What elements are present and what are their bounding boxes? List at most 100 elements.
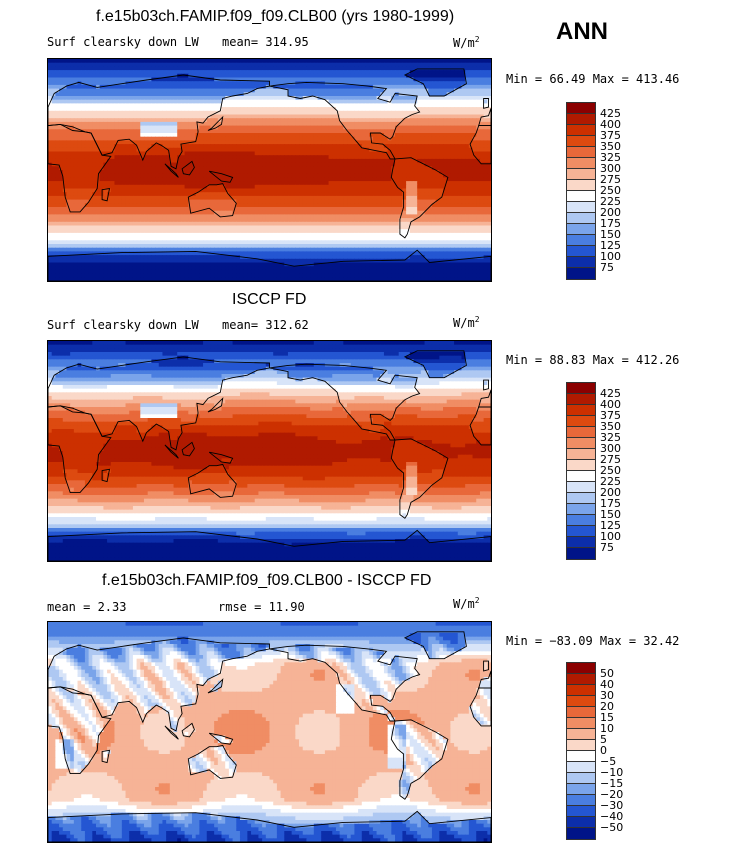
coastline-path: [390, 438, 449, 519]
coastline-path: [469, 687, 491, 727]
colorbar-swatch: [567, 114, 595, 125]
colorbar-swatch: [567, 257, 595, 268]
coastline-path: [483, 98, 489, 109]
colorbar-tick-label: −20: [600, 789, 623, 800]
panel3-map: [47, 621, 492, 843]
colorbar-swatch: [567, 482, 595, 493]
colorbar-tick-label: 20: [600, 701, 614, 712]
colorbar-swatch: [567, 416, 595, 427]
colorbar-swatch: [567, 548, 595, 559]
colorbar-swatch: [567, 147, 595, 158]
coastline-path: [390, 719, 449, 800]
coastline: [48, 350, 491, 561]
colorbar-tick-label: 300: [600, 163, 621, 174]
colorbar-tick-label: 350: [600, 421, 621, 432]
colorbar-swatch: [567, 213, 595, 224]
coastline-path: [207, 397, 224, 413]
colorbar-tick-label: 125: [600, 240, 621, 251]
coastline-path: [208, 732, 234, 745]
panel2-field: [48, 341, 491, 561]
colorbar-tick-label: 425: [600, 388, 621, 399]
panel3-colorbar: [566, 662, 596, 840]
colorbar-swatch: [567, 493, 595, 504]
panel2-title: ISCCP FD: [232, 291, 306, 309]
panel3-minmax: Min = −83.09 Max = 32.42: [506, 634, 679, 648]
colorbar-swatch: [567, 224, 595, 235]
colorbar-swatch: [567, 427, 595, 438]
colorbar-tick-label: 250: [600, 465, 621, 476]
colorbar-tick-label: 250: [600, 185, 621, 196]
coastline-path: [181, 441, 195, 457]
colorbar-swatch: [567, 383, 595, 394]
colorbar-swatch: [567, 707, 595, 718]
coastline-path: [48, 74, 270, 170]
colorbar-swatch: [567, 696, 595, 707]
panel1-minmax: Min = 66.49 Max = 413.46: [506, 72, 679, 86]
coastline-path: [469, 406, 491, 446]
colorbar-swatch: [567, 762, 595, 773]
colorbar-tick-label: 50: [600, 668, 614, 679]
coastline-path: [403, 350, 467, 379]
coastline-path: [187, 463, 237, 498]
colorbar-swatch: [567, 246, 595, 257]
colorbar-tick-label: −40: [600, 811, 623, 822]
panel1-title: f.e15b03ch.FAMIP.f09_f09.CLB00 (yrs 1980…: [96, 8, 454, 26]
colorbar-swatch: [567, 158, 595, 169]
panel2-colorbar: [566, 382, 596, 560]
panel2-minmax: Min = 88.83 Max = 412.26: [506, 353, 679, 367]
panel3-units: W/m2: [453, 596, 480, 611]
colorbar-tick-label: −50: [600, 822, 623, 833]
colorbar-tick-label: 5: [600, 734, 607, 745]
panel1-units: W/m2: [453, 35, 480, 50]
season-label: ANN: [556, 18, 608, 46]
colorbar-swatch: [567, 394, 595, 405]
coastline-path: [403, 631, 467, 660]
coastline-path: [48, 356, 270, 451]
colorbar-swatch: [567, 773, 595, 784]
colorbar-swatch: [567, 449, 595, 460]
colorbar-swatch: [567, 202, 595, 213]
colorbar-tick-label: −30: [600, 800, 623, 811]
colorbar-tick-label: 325: [600, 152, 621, 163]
colorbar-swatch: [567, 504, 595, 515]
colorbar-swatch: [567, 125, 595, 136]
coastline: [48, 68, 491, 281]
colorbar-swatch: [567, 537, 595, 548]
panel1-field: [48, 59, 491, 281]
colorbar-tick-label: 225: [600, 196, 621, 207]
coastline-path: [187, 744, 237, 779]
panel1-map: [47, 58, 492, 282]
colorbar-tick-label: 200: [600, 207, 621, 218]
coastline-path: [48, 686, 112, 775]
panel3-field: [48, 622, 491, 842]
colorbar-tick-label: 125: [600, 520, 621, 531]
coastline-path: [48, 405, 112, 494]
colorbar-swatch: [567, 674, 595, 685]
colorbar-swatch: [567, 751, 595, 762]
colorbar-tick-label: 40: [600, 679, 614, 690]
colorbar-swatch: [567, 729, 595, 740]
coastline-path: [269, 81, 421, 160]
coastline-path: [187, 183, 237, 218]
colorbar-swatch: [567, 685, 595, 696]
colorbar-tick-label: −5: [600, 756, 616, 767]
coastline-path: [181, 160, 195, 176]
colorbar-tick-label: 175: [600, 498, 621, 509]
colorbar-tick-label: 400: [600, 119, 621, 130]
coastline-path: [483, 660, 489, 672]
coastline-path: [101, 749, 111, 764]
colorbar-tick-label: 0: [600, 745, 607, 756]
coastline-path: [48, 637, 270, 732]
colorbar-swatch: [567, 663, 595, 674]
coastline-path: [269, 363, 421, 441]
coastline-path: [207, 115, 224, 131]
coastline-path: [164, 444, 179, 459]
coastline-path: [208, 451, 234, 464]
coastline-path: [48, 249, 491, 281]
colorbar-swatch: [567, 828, 595, 839]
coastline-path: [164, 725, 179, 740]
colorbar-tick-label: 75: [600, 542, 614, 553]
panel1-mean: mean= 314.95: [222, 35, 309, 49]
coastline-path: [48, 810, 491, 842]
colorbar-tick-label: 300: [600, 443, 621, 454]
